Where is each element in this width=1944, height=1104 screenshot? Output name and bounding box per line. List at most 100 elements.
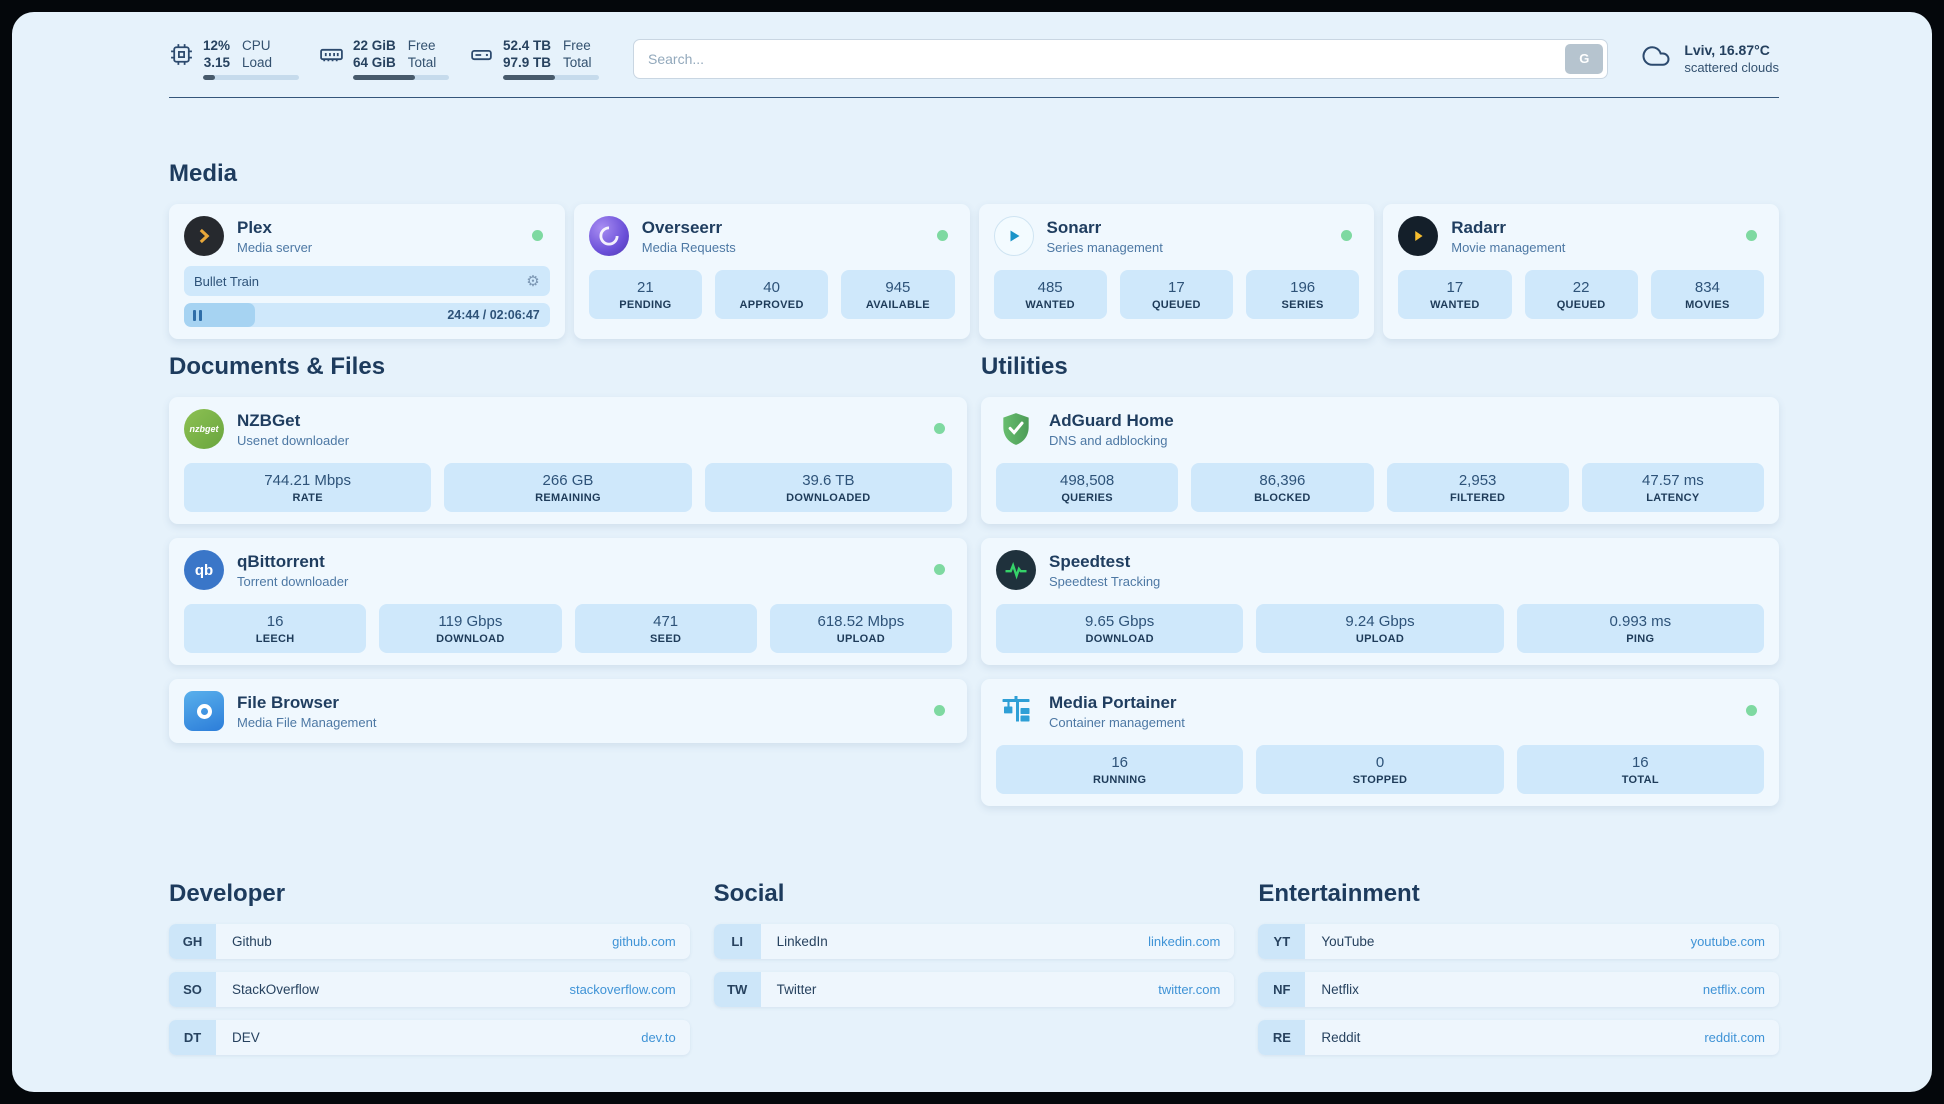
- stat-tile-upload: 9.24 Gbps UPLOAD: [1256, 604, 1504, 653]
- bookmarks-section: Developer GH Github github.com SO StackO…: [169, 880, 1780, 1068]
- dashboard-page: 12% 3.15 CPU Load: [12, 12, 1932, 1092]
- section-title-utilities: Utilities: [981, 353, 1068, 380]
- bookmark-stackoverflow[interactable]: SO StackOverflow stackoverflow.com: [169, 972, 690, 1007]
- bookmark-name: Netflix: [1321, 982, 1359, 997]
- cpu-usage-label: CPU: [242, 38, 271, 53]
- bookmark-twitter[interactable]: TW Twitter twitter.com: [713, 972, 1235, 1007]
- memory-progress-bar: [353, 75, 449, 80]
- overseerr-logo-icon: [588, 216, 629, 256]
- cpu-progress-fill: [203, 75, 215, 80]
- service-card-adguard: AdGuard Home DNS and adblocking 498,508 …: [981, 397, 1779, 524]
- search-input[interactable]: [633, 38, 1609, 79]
- stat-tile-running: 16 RUNNING: [996, 745, 1244, 794]
- service-link-speedtest[interactable]: Speedtest Speedtest Tracking: [996, 550, 1764, 590]
- top-bar: 12% 3.15 CPU Load: [169, 37, 1779, 80]
- disk-progress-bar: [503, 75, 599, 80]
- section-title-entertainment: Entertainment: [1258, 880, 1420, 907]
- qbittorrent-logo-icon: qb: [184, 550, 224, 590]
- service-link-plex[interactable]: Plex Media server: [184, 216, 550, 256]
- bookmark-netflix[interactable]: NF Netflix netflix.com: [1258, 972, 1780, 1007]
- service-link-adguard[interactable]: AdGuard Home DNS and adblocking: [996, 409, 1764, 449]
- stat-tile-seed: 471 SEED: [574, 604, 757, 653]
- service-name: Radarr: [1451, 217, 1507, 237]
- bookmark-abbr: YT: [1258, 924, 1306, 959]
- stat-tile-movies: 834 MOVIES: [1650, 270, 1764, 319]
- gear-icon[interactable]: ⚙: [526, 272, 540, 290]
- status-dot: [934, 423, 945, 434]
- service-stats: 21 PENDING 40 APPROVED 945 AVAILABLE: [588, 270, 955, 319]
- bookmark-github[interactable]: GH Github github.com: [169, 924, 690, 959]
- section-title-developer: Developer: [169, 880, 286, 907]
- bookmark-reddit[interactable]: RE Reddit reddit.com: [1258, 1020, 1780, 1055]
- stat-tile-filtered: 2,953 FILTERED: [1386, 463, 1569, 512]
- bookmark-name: YouTube: [1321, 934, 1375, 949]
- bookmark-abbr: RE: [1258, 1020, 1306, 1055]
- service-link-qbittorrent[interactable]: qb qBittorrent Torrent downloader: [184, 550, 952, 590]
- stat-tile-wanted: 485 WANTED: [993, 270, 1107, 319]
- cpu-chip-icon: [169, 42, 194, 67]
- stat-tile-remaining: 266 GB REMAINING: [444, 463, 692, 512]
- bookmark-group-developer: Developer GH Github github.com SO StackO…: [169, 880, 690, 1068]
- bookmark-name: Github: [232, 934, 272, 949]
- search-provider-button[interactable]: G: [1565, 43, 1604, 74]
- bookmark-name: DEV: [232, 1030, 260, 1045]
- adguard-logo-icon: [996, 409, 1036, 449]
- cloud-icon: [1638, 41, 1674, 76]
- service-name: NZBGet: [237, 410, 301, 430]
- service-link-filebrowser[interactable]: File Browser Media File Management: [184, 691, 376, 731]
- stat-tile-upload: 618.52 Mbps UPLOAD: [769, 604, 952, 653]
- stat-tile-total: 16 TOTAL: [1516, 745, 1764, 794]
- cpu-load-value: 3.15: [203, 55, 231, 70]
- service-stats: 485 WANTED 17 QUEUED 196 SERIES: [993, 270, 1360, 319]
- service-link-nzbget[interactable]: nzbget NZBGet Usenet downloader: [184, 409, 952, 449]
- bookmark-dev[interactable]: DT DEV dev.to: [169, 1020, 690, 1055]
- section-title-documents: Documents & Files: [169, 353, 386, 380]
- status-dot: [1746, 705, 1757, 716]
- bookmark-linkedin[interactable]: LI LinkedIn linkedin.com: [713, 924, 1235, 959]
- bookmark-link[interactable]: stackoverflow.com: [569, 982, 676, 997]
- stat-tile-queries: 498,508 QUERIES: [996, 463, 1179, 512]
- bookmark-link[interactable]: netflix.com: [1702, 982, 1766, 997]
- service-stats: 744.21 Mbps RATE 266 GB REMAINING 39.6 T…: [184, 463, 952, 512]
- bookmark-link[interactable]: linkedin.com: [1148, 934, 1221, 949]
- stat-tile-downloaded: 39.6 TB DOWNLOADED: [704, 463, 952, 512]
- service-link-sonarr[interactable]: Sonarr Series management: [993, 216, 1360, 256]
- cpu-load-label: Load: [242, 55, 273, 70]
- service-card-filebrowser: File Browser Media File Management: [169, 679, 967, 743]
- playback-progress-bar[interactable]: 24:44 / 02:06:47: [184, 303, 550, 327]
- bookmark-link[interactable]: dev.to: [641, 1030, 676, 1045]
- bookmark-abbr: DT: [169, 1020, 216, 1055]
- section-title-social: Social: [713, 880, 785, 907]
- playback-time: 24:44 / 02:06:47: [447, 308, 540, 322]
- service-card-speedtest: Speedtest Speedtest Tracking 9.65 Gbps D…: [981, 538, 1779, 665]
- service-stats: 17 WANTED 22 QUEUED 834 MOVIES: [1398, 270, 1764, 319]
- bookmark-youtube[interactable]: YT YouTube youtube.com: [1258, 924, 1780, 959]
- service-card-plex: Plex Media server Bullet Train ⚙ 24:44 /…: [169, 204, 565, 339]
- service-card-radarr: Radarr Movie management 17 WANTED 22 QUE…: [1383, 204, 1779, 339]
- stat-tile-pending: 21 PENDING: [588, 270, 702, 319]
- bookmark-link[interactable]: reddit.com: [1704, 1030, 1766, 1045]
- service-link-portainer[interactable]: Media Portainer Container management: [996, 691, 1764, 731]
- service-link-radarr[interactable]: Radarr Movie management: [1398, 216, 1764, 256]
- bookmark-link[interactable]: twitter.com: [1158, 982, 1221, 997]
- stat-tile-leech: 16 LEECH: [184, 604, 367, 653]
- disk-free-label: Free: [563, 38, 591, 53]
- service-stats: 498,508 QUERIES 86,396 BLOCKED 2,953 FIL…: [996, 463, 1764, 512]
- weather-location: Lviv, 16.87°C: [1684, 41, 1770, 58]
- stat-tile-blocked: 86,396 BLOCKED: [1191, 463, 1374, 512]
- bookmark-link[interactable]: youtube.com: [1690, 934, 1766, 949]
- pause-icon[interactable]: [193, 309, 202, 321]
- bookmark-link[interactable]: github.com: [612, 934, 676, 949]
- stat-tile-available: 945 AVAILABLE: [841, 270, 955, 319]
- section-documents: Documents & Files nzbget NZBGet Usenet d…: [169, 353, 967, 806]
- ram-icon: [319, 42, 344, 67]
- service-link-overseerr[interactable]: Overseerr Media Requests: [588, 216, 955, 256]
- cpu-widget: 12% 3.15 CPU Load: [169, 37, 299, 80]
- service-card-portainer: Media Portainer Container management 16 …: [981, 679, 1779, 806]
- service-card-nzbget: nzbget NZBGet Usenet downloader 744.21 M…: [169, 397, 967, 524]
- status-dot: [1746, 230, 1757, 241]
- stat-tile-latency: 47.57 ms LATENCY: [1581, 463, 1764, 512]
- weather-widget: Lviv, 16.87°C scattered clouds: [1638, 41, 1779, 77]
- cpu-usage-value: 12%: [203, 38, 231, 53]
- stat-tile-stopped: 0 STOPPED: [1256, 745, 1504, 794]
